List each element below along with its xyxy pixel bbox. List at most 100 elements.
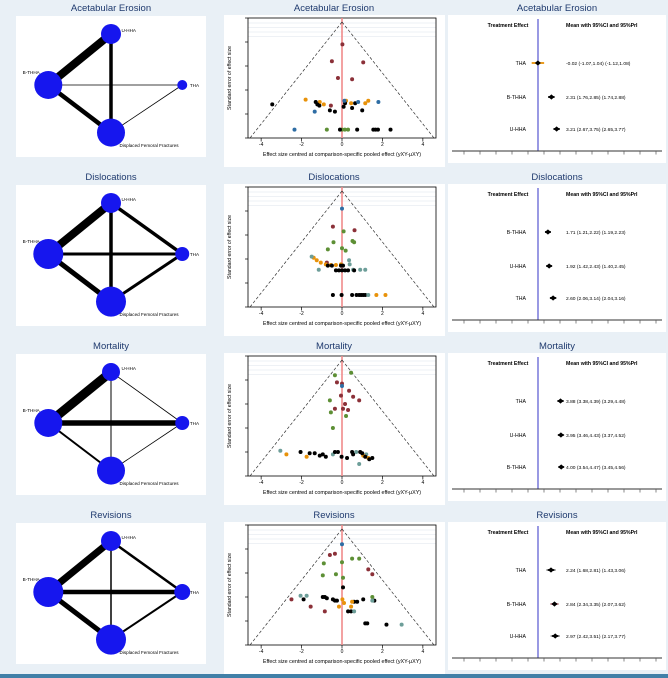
funnel-point [354, 450, 359, 454]
funnel-point [341, 575, 346, 580]
network-node [175, 247, 190, 261]
network-edge [110, 539, 183, 594]
x-tick-label: 0 [341, 142, 344, 148]
network-node [33, 577, 64, 607]
funnel-point [333, 268, 338, 273]
funnel-point [329, 263, 334, 268]
x-tick-label: -2 [299, 142, 304, 148]
panel-title: Dislocations [531, 172, 583, 183]
funnel-point [343, 268, 348, 273]
funnel-point [324, 127, 329, 132]
forest-plot: Treatment Effect Mean with 95%CI and 95%P… [448, 522, 666, 670]
funnel-point [340, 268, 344, 273]
x-tick-label: 2 [381, 142, 384, 148]
treatment-label: B-THHA [507, 95, 527, 101]
estimate-text: 3.95 (3.46,4.43) (3.37,4.52) [566, 433, 626, 439]
funnel-point [374, 293, 379, 297]
treatment-label: B-THHA [507, 602, 527, 608]
funnel-point [335, 450, 340, 454]
network-node-label: U-HHA [121, 366, 136, 371]
funnel-point [370, 595, 375, 599]
funnel-point [346, 609, 351, 614]
funnel-point [376, 100, 381, 104]
estimate-text: 3.88 (3.38,4.39) (3.29,4.48) [566, 399, 626, 405]
funnel-point [336, 268, 341, 273]
network-node-label: THA [190, 252, 200, 257]
funnel-point [304, 454, 309, 459]
funnel-point [344, 414, 349, 418]
panel-title: Revisions [90, 510, 132, 521]
x-axis-label: Effect size centred at comparison-specif… [263, 659, 421, 665]
y-axis-label: Standard error of effect size [227, 553, 233, 617]
mean-marker [550, 295, 557, 301]
network-node-label: B-THHA [23, 239, 41, 244]
network-node [96, 286, 126, 317]
network-plot: U-HHA B-THHA THA Displaced Femoral Fracture… [16, 354, 206, 495]
funnel-point [298, 593, 303, 598]
funnel-point [330, 426, 335, 430]
forest-plot: Treatment Effect Mean with 95%CI and 95%P… [448, 353, 666, 501]
funnel-point [321, 102, 326, 107]
funnel-point [370, 456, 375, 460]
x-tick-label: 4 [421, 480, 424, 486]
funnel-point [347, 388, 352, 393]
network-node-label: Displaced Femoral Fractures [120, 481, 180, 486]
plot-area [224, 522, 445, 674]
network-node-label: B-THHA [23, 70, 41, 75]
funnel-point [340, 246, 344, 251]
x-tick-label: 0 [341, 649, 344, 655]
funnel-point [332, 450, 337, 454]
panel-title: Mortality [539, 341, 575, 352]
network-node [174, 584, 191, 600]
treatment-label: U-HHA [510, 634, 527, 640]
funnel-point [301, 597, 306, 602]
funnel-point [351, 452, 356, 457]
funnel-point [324, 596, 329, 601]
funnel-point [270, 102, 275, 107]
panel-title: Revisions [536, 510, 578, 521]
funnel-point [347, 258, 352, 263]
funnel-point [336, 604, 341, 609]
x-tick-label: 4 [421, 649, 424, 655]
mean-marker [548, 94, 555, 100]
funnel-point [352, 268, 357, 273]
treatment-label: B-THHA [507, 465, 527, 471]
panel-network-dislocations: Dislocations U-HHA B-THHA THA Displaced Fem… [0, 169, 222, 338]
funnel-point [352, 240, 357, 245]
funnel-point [343, 248, 348, 253]
funnel-point [329, 59, 334, 64]
x-tick-label: 4 [421, 311, 424, 317]
treatment-effect-header: Treatment Effect [488, 23, 529, 29]
panel-title: Mortality [316, 341, 352, 352]
network-node-label: U-HHA [121, 197, 136, 202]
funnel-point [345, 456, 350, 460]
x-tick-label: 2 [381, 649, 384, 655]
mean-marker [558, 464, 565, 470]
funnel-point [292, 127, 297, 132]
network-node-label: THA [190, 590, 200, 595]
estimate-text: 2.84 (2.34,3.35) (2.07,3.62) [566, 602, 626, 608]
funnel-point [361, 60, 366, 65]
treatment-label: THA [516, 399, 527, 405]
plot-area [448, 184, 666, 332]
panel-title: Revisions [313, 510, 355, 521]
funnel-point [308, 604, 313, 609]
forest-plot: Treatment Effect Mean with 95%CI and 95%P… [448, 15, 666, 163]
funnel-point [330, 293, 335, 297]
funnel-point [325, 263, 330, 268]
funnel-point [339, 454, 344, 459]
network-node [34, 409, 63, 437]
funnel-point [320, 452, 325, 457]
funnel-point [330, 224, 335, 229]
panel-funnel-revisions: Revisions -4 -2 0 2 4 Effect size centred at … [222, 507, 446, 676]
funnel-point [357, 556, 362, 561]
funnel-point [303, 97, 308, 102]
mean-marker [557, 398, 564, 404]
estimate-text: -0.02 (-1.07,1.04) (-1.12,1.08) [566, 61, 631, 67]
estimate-text: 4.00 (3.54,4.47) (3.45,4.56) [566, 465, 626, 471]
funnel-point [317, 453, 322, 458]
funnel-point [289, 597, 294, 602]
x-tick-label: -2 [299, 311, 304, 317]
funnel-point [340, 542, 344, 547]
funnel-point [307, 451, 312, 456]
